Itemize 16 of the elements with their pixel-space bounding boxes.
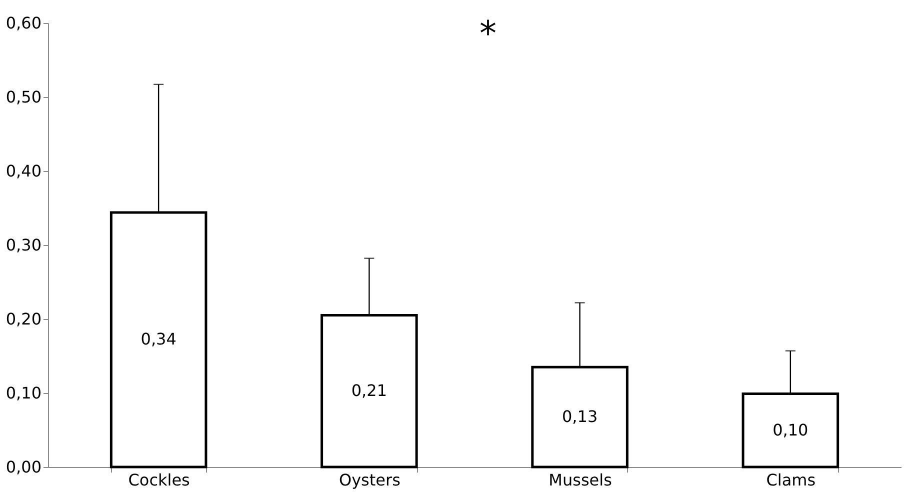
y-tick-label: 0,10 <box>6 384 42 402</box>
data-label: 0,10 <box>772 420 808 440</box>
y-tick-label: 0,50 <box>6 88 42 106</box>
annotation: * <box>480 14 496 54</box>
y-tick-label: 0,00 <box>6 458 42 476</box>
data-label: 0,21 <box>351 381 388 400</box>
y-tick-label: 0,20 <box>6 310 42 328</box>
y-tick-label: 0,60 <box>6 14 42 32</box>
x-tick-label: Clams <box>766 470 816 490</box>
y-tick-label: 0,40 <box>6 162 42 180</box>
data-label: 0,13 <box>562 407 598 426</box>
x-tick-label: Cockles <box>128 470 190 490</box>
x-tick-label: Oysters <box>338 470 400 490</box>
data-label: 0,34 <box>140 330 176 349</box>
y-tick-label: 0,30 <box>6 236 42 254</box>
x-tick-label: Mussels <box>548 470 612 490</box>
